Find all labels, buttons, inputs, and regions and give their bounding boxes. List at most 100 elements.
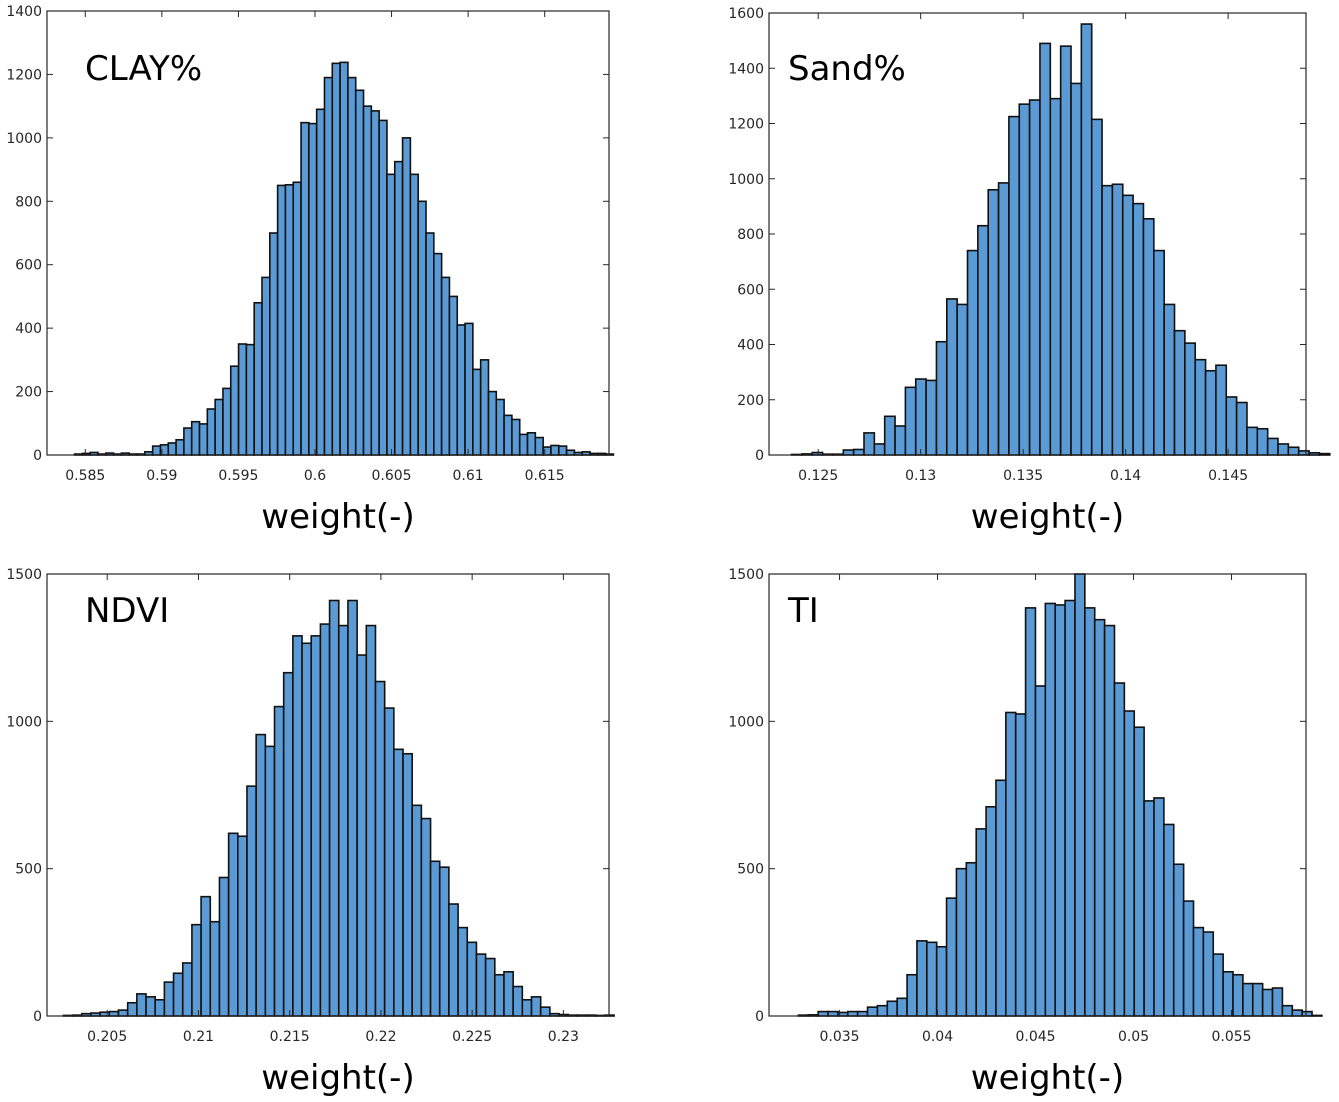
x-tick-label: 0.61 [453, 468, 484, 484]
x-axis-label: weight(-) [261, 497, 414, 537]
histogram-bar [475, 953, 487, 1017]
x-tick-label: 0.145 [1208, 468, 1248, 484]
histogram-bar [1024, 607, 1037, 1017]
x-tick-label: 0.125 [798, 468, 838, 484]
histogram-bar [466, 941, 478, 1017]
histogram-bar [518, 433, 529, 456]
x-axis-label: weight(-) [971, 497, 1124, 537]
histogram-bar [456, 324, 466, 456]
panel-title-ti: TI [787, 591, 819, 631]
histogram-bar [206, 408, 216, 456]
histogram-bar [873, 443, 886, 456]
histogram-bar [503, 970, 514, 1017]
histogram-bar [292, 181, 302, 456]
histogram-bar [374, 680, 386, 1017]
histogram-bar [1064, 599, 1076, 1017]
y-tick-label: 1400 [6, 4, 42, 20]
histogram-bar [534, 436, 544, 456]
x-tick-label: 0.21 [183, 1029, 214, 1045]
histogram-bar [438, 866, 450, 1017]
histogram-bar [237, 835, 248, 1017]
histogram-bar [1184, 342, 1197, 456]
x-tick-label: 0.605 [372, 468, 412, 484]
x-tick-label: 0.205 [87, 1029, 127, 1045]
histogram-bar [264, 745, 276, 1017]
histogram-bar [503, 414, 513, 456]
y-tick-label: 800 [737, 227, 764, 243]
histogram-bar [1059, 45, 1072, 456]
histogram-bar [977, 224, 990, 456]
histogram-bar [472, 368, 482, 456]
histogram-bar [1143, 800, 1155, 1017]
histogram-bar [945, 897, 958, 1017]
histogram-bar [1080, 23, 1093, 456]
histogram-bar [175, 438, 185, 456]
histogram-bar [530, 996, 542, 1017]
histogram-bar [955, 867, 968, 1017]
histogram-bar [1192, 926, 1205, 1017]
histogram-bar [966, 249, 979, 456]
histogram-bar [539, 1006, 551, 1017]
histogram-bar [1101, 184, 1114, 456]
y-tick-label: 1000 [728, 172, 764, 188]
y-tick-label: 400 [737, 338, 764, 354]
histogram-bar [253, 301, 263, 456]
histogram-bar [914, 378, 927, 456]
histogram-bar [1008, 115, 1021, 456]
histogram-bar [1287, 446, 1300, 456]
histogram-bar [1251, 982, 1264, 1017]
histogram-bar [117, 1009, 129, 1017]
histogram-bar [337, 624, 349, 1017]
histogram-bar [292, 635, 303, 1017]
histogram-bar [273, 705, 285, 1017]
histogram-bar [1034, 685, 1047, 1017]
histogram-bar [261, 276, 271, 456]
histogram-bar [894, 425, 907, 456]
histogram-bar [1291, 1009, 1303, 1017]
histogram-bar [167, 442, 177, 456]
histogram-bar [557, 445, 568, 456]
plot-frame [46, 573, 610, 1017]
histogram-bar [183, 427, 193, 456]
histogram-bar [1271, 987, 1284, 1017]
histogram-bar [448, 295, 459, 456]
histogram-bar [1281, 1004, 1294, 1017]
histogram-bar [433, 252, 443, 456]
histogram-bar [356, 654, 368, 1017]
histogram-bar [151, 445, 162, 456]
x-tick-label: 0.595 [218, 468, 258, 484]
y-tick-label: 1000 [6, 131, 42, 147]
histogram-bar [1054, 604, 1066, 1017]
histogram-bar [347, 599, 358, 1017]
histogram-panel-ndvi: 0.205 0.21 0.215 0.22 0.225 0.23 0 500 1000 1500 N… [6, 567, 615, 1098]
histogram-bar [401, 137, 412, 456]
histogram-bar [945, 298, 958, 456]
histogram-bar [411, 804, 423, 1017]
histogram-bar [362, 105, 373, 456]
histogram-bar [906, 973, 918, 1017]
histogram-bar [1225, 396, 1238, 456]
histogram-bar [1308, 451, 1321, 456]
histogram-bar [339, 61, 349, 456]
y-tick-label: 1500 [728, 567, 764, 583]
histogram-bar [354, 89, 365, 456]
histogram-bar [1202, 931, 1215, 1017]
histogram-bar [448, 903, 459, 1017]
histogram-bar [227, 832, 239, 1017]
histogram-bar [985, 805, 997, 1017]
histogram-bar [1070, 82, 1083, 456]
histogram-bar [842, 449, 855, 456]
histogram-bar [1111, 183, 1124, 456]
histogram-bar [1018, 103, 1031, 456]
histogram-bar [229, 365, 240, 456]
histogram-bar [1215, 364, 1228, 456]
histogram-bar [440, 276, 451, 456]
plot-frame [46, 10, 610, 456]
histogram-panel-sand: 0.125 0.13 0.135 0.14 0.145 0 200 400 600 800 1000… [728, 6, 1331, 537]
histogram-bar [1039, 42, 1052, 456]
x-tick-label: 0.615 [525, 468, 565, 484]
y-tick-label: 0 [755, 448, 764, 464]
histogram-bar [866, 1006, 879, 1017]
histogram-bar [487, 390, 498, 456]
